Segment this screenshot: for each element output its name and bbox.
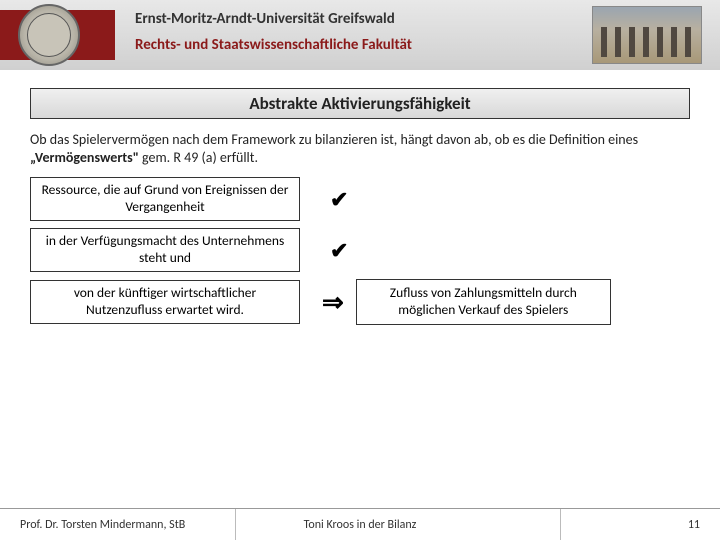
slide-title-bar: Abstrakte Aktivierungsfähigkeit xyxy=(30,88,690,119)
footer-divider xyxy=(560,509,561,540)
criteria-list: Ressource, die auf Grund von Ereignissen… xyxy=(30,177,690,324)
criteria-box: von der künftiger wirtschaftlicher Nutze… xyxy=(30,280,300,324)
footer-title: Toni Kroos in der Bilanz xyxy=(304,518,417,532)
intro-bold: „Vermögenswerts" xyxy=(30,149,139,166)
check-icon: ✔ xyxy=(330,186,348,213)
criteria-box: Ressource, die auf Grund von Ereignissen… xyxy=(30,177,300,221)
university-name: Ernst-Moritz-Arndt-Universität Greifswal… xyxy=(135,10,412,28)
criteria-row: von der künftiger wirtschaftlicher Nutze… xyxy=(30,279,690,325)
seal-inner xyxy=(27,13,71,57)
building-photo xyxy=(592,6,702,64)
footer-divider xyxy=(235,509,236,540)
intro-paragraph: Ob das Spielervermögen nach dem Framewor… xyxy=(30,131,690,167)
university-seal xyxy=(18,4,80,66)
arrow-icon: ⇒ xyxy=(322,286,342,318)
result-box: Zufluss von Zahlungsmitteln durch möglic… xyxy=(356,279,611,325)
criteria-row: Ressource, die auf Grund von Ereignissen… xyxy=(30,177,690,221)
slide-footer: Prof. Dr. Torsten Mindermann, StB Toni K… xyxy=(0,508,720,540)
criteria-box: in der Verfügungsmacht des Unternehmens … xyxy=(30,228,300,272)
intro-post: gem. R 49 (a) erfüllt. xyxy=(139,149,258,166)
faculty-name: Rechts- und Staatswissenschaftliche Faku… xyxy=(135,36,412,54)
check-icon: ✔ xyxy=(330,237,348,264)
slide-title: Abstrakte Aktivierungsfähigkeit xyxy=(31,93,689,114)
footer-author: Prof. Dr. Torsten Mindermann, StB xyxy=(20,518,185,532)
footer-page-number: 11 xyxy=(688,518,700,532)
slide-header: Ernst-Moritz-Arndt-Universität Greifswal… xyxy=(0,0,720,70)
criteria-row: in der Verfügungsmacht des Unternehmens … xyxy=(30,228,690,272)
intro-pre: Ob das Spielervermögen nach dem Framewor… xyxy=(30,131,638,148)
header-text-block: Ernst-Moritz-Arndt-Universität Greifswal… xyxy=(135,10,412,54)
